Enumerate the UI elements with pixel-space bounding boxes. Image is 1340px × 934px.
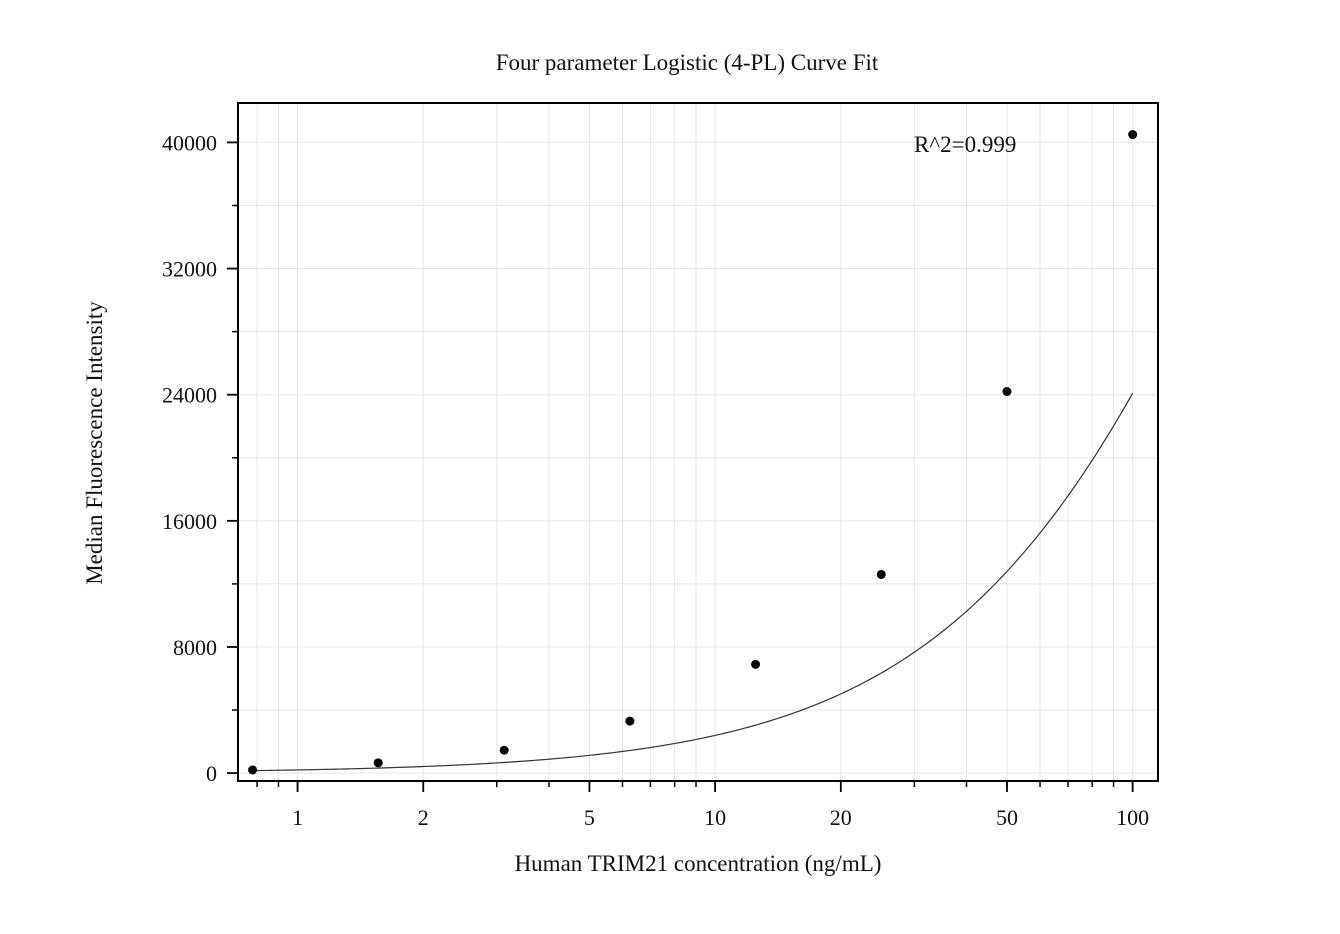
x-tick-label: 50	[996, 805, 1018, 830]
y-tick-label: 0	[206, 761, 217, 786]
x-tick-label: 2	[418, 805, 429, 830]
y-tick-label: 8000	[173, 635, 217, 660]
chart-title: Four parameter Logistic (4-PL) Curve Fit	[496, 50, 879, 75]
x-tick-label: 1	[292, 805, 303, 830]
x-tick-label: 10	[704, 805, 726, 830]
plot-frame	[237, 102, 1159, 782]
data-points-layer	[248, 130, 1138, 775]
y-tick-label: 24000	[162, 383, 217, 408]
data-point	[625, 716, 635, 726]
data-point	[876, 569, 886, 579]
y-axis-ticks: 0 8000 16000 24000 32000 40000	[162, 130, 238, 786]
fit-curve-layer	[252, 392, 1134, 772]
y-axis-label: Median Fluorescence Intensity	[82, 301, 107, 585]
data-point	[248, 765, 258, 775]
data-point	[373, 758, 383, 768]
x-axis-ticks: 1 2 5 10 20 50 100	[256, 781, 1149, 830]
y-tick-label: 16000	[162, 509, 217, 534]
data-point	[751, 659, 761, 669]
y-tick-label: 32000	[162, 257, 217, 282]
data-point	[1128, 130, 1138, 140]
r-squared-annotation: R^2=0.999	[914, 132, 1016, 157]
x-tick-label: 100	[1116, 805, 1149, 830]
x-tick-label: 5	[584, 805, 595, 830]
grid	[238, 103, 1158, 781]
y-tick-label: 40000	[162, 130, 217, 155]
data-point	[1002, 387, 1012, 397]
data-point	[499, 745, 509, 755]
fit-curve	[252, 392, 1134, 772]
x-axis-label: Human TRIM21 concentration (ng/mL)	[515, 851, 882, 876]
x-tick-label: 20	[830, 805, 852, 830]
